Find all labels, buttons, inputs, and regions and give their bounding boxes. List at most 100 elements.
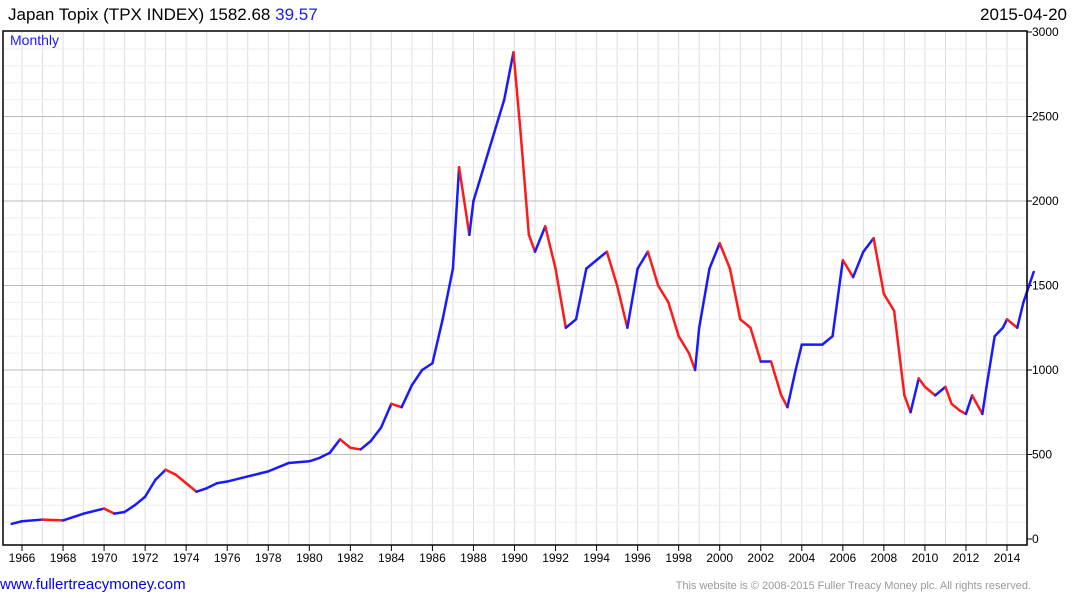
price-segment: [862, 236, 875, 253]
price-segment: [585, 258, 598, 270]
price-segment: [195, 487, 208, 493]
copyright: This website is © 2008-2015 Fuller Treac…: [675, 580, 1031, 592]
x-tick-label: 1994: [583, 551, 610, 565]
x-tick-label: 2006: [829, 551, 856, 565]
price-segment: [964, 394, 974, 416]
price-segment: [451, 165, 461, 270]
price-segment: [174, 473, 188, 485]
price-segment: [431, 318, 444, 365]
price-segment: [794, 343, 804, 372]
price-segment: [61, 512, 85, 522]
price-segment: [533, 225, 547, 253]
price-segment: [851, 250, 865, 279]
price-segment: [267, 461, 291, 473]
y-tick-label: 1500: [1032, 279, 1059, 293]
price-segment: [564, 318, 578, 329]
x-tick-label: 2000: [706, 551, 733, 565]
x-tick-label: 2014: [994, 551, 1021, 565]
price-segment: [636, 250, 650, 270]
x-tick-label: 1972: [132, 551, 159, 565]
grid: [3, 31, 1029, 545]
price-segment: [769, 360, 783, 397]
x-tick-label: 1992: [542, 551, 569, 565]
price-segment: [615, 284, 629, 329]
x-tick-label: 1966: [9, 551, 36, 565]
price-segment: [82, 507, 106, 515]
price-segment: [749, 326, 762, 363]
y-tick-label: 3000: [1032, 25, 1059, 39]
x-tick-label: 1976: [214, 551, 241, 565]
chart-title: Japan Topix (TPX INDEX) 1582.68 39.57: [8, 5, 318, 25]
price-segment: [718, 242, 732, 270]
price-segment: [626, 267, 639, 329]
chart-date: 2015-04-20: [980, 5, 1067, 24]
frequency-label: Monthly: [10, 32, 59, 48]
price-segment: [841, 258, 855, 279]
price-segment: [457, 165, 471, 237]
price-segment: [882, 292, 896, 313]
y-tick-label: 2000: [1032, 194, 1059, 208]
price-segment: [10, 520, 24, 526]
plot-frame: [2, 30, 1028, 546]
x-tick-label: 2002: [747, 551, 774, 565]
price-segment: [944, 385, 953, 406]
price-segment: [923, 385, 937, 397]
price-segment: [410, 368, 424, 387]
price-segment: [41, 518, 65, 522]
price-segment: [287, 460, 311, 465]
x-tick-label: 1990: [501, 551, 528, 565]
price-segment: [667, 301, 680, 338]
x-tick-label: 2008: [871, 551, 898, 565]
price-segment: [909, 377, 921, 414]
price-segment: [1016, 301, 1025, 329]
x-tick-label: 1984: [378, 551, 405, 565]
price-segment: [656, 284, 670, 304]
price-segment: [872, 236, 886, 296]
x-tick-label: 1970: [91, 551, 118, 565]
price-segment: [246, 470, 270, 478]
price-segment: [677, 334, 691, 355]
x-tick-label: 1996: [624, 551, 651, 565]
price-segment: [595, 250, 609, 262]
price-segment: [950, 402, 962, 412]
x-tick-label: 1988: [460, 551, 487, 565]
y-tick-label: 1000: [1032, 363, 1059, 377]
price-segment: [359, 439, 373, 451]
price-segment: [113, 510, 126, 515]
price-segment: [903, 394, 912, 414]
price-segment: [492, 98, 506, 135]
price-segment: [143, 478, 157, 498]
price-segment: [544, 225, 557, 270]
price-segment: [554, 267, 568, 329]
price-segment: [468, 199, 475, 237]
price-segment: [318, 451, 332, 460]
change-value: 39.57: [275, 5, 318, 24]
price-segment: [693, 326, 701, 372]
price-segment: [646, 250, 660, 287]
price-segment: [728, 267, 742, 321]
price-segment: [390, 402, 403, 409]
x-axis: 1966 1968 1970 1972 1974 1976 1978 1980 1982 1984…: [9, 545, 1021, 565]
x-tick-label: 2012: [953, 551, 980, 565]
price-segment: [981, 385, 988, 416]
price-segment: [697, 267, 711, 329]
price-segment: [133, 495, 147, 507]
price-segment: [441, 267, 455, 321]
price-segment: [821, 334, 834, 346]
price-segment: [970, 394, 984, 416]
price-segment: [379, 402, 393, 429]
price-segment: [527, 233, 537, 253]
price-segment: [687, 351, 697, 372]
price-segment: [780, 394, 789, 409]
y-tick-label: 2500: [1032, 110, 1059, 124]
price-segment: [519, 132, 531, 237]
price-segment: [482, 132, 496, 169]
website-link[interactable]: www.fullertreacymoney.com: [0, 576, 186, 593]
x-tick-label: 1968: [50, 551, 77, 565]
price-segment: [164, 468, 178, 477]
x-tick-label: 2010: [912, 551, 939, 565]
price-segment: [102, 507, 116, 515]
price-segment: [786, 368, 797, 409]
price-segment: [184, 481, 198, 493]
